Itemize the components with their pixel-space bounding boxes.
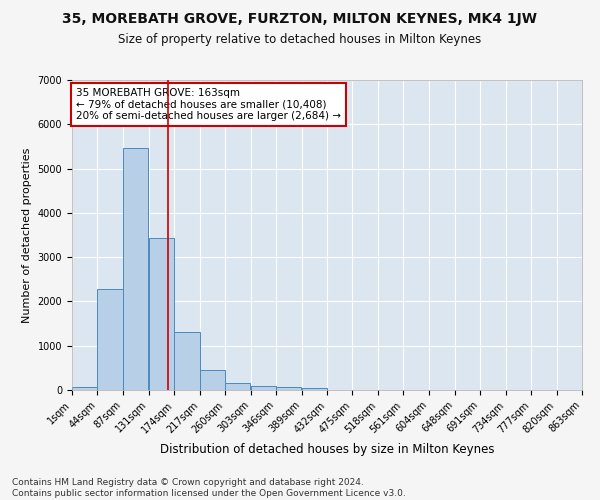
Bar [251,386,276,390]
Text: 35, MOREBATH GROVE, FURZTON, MILTON KEYNES, MK4 1JW: 35, MOREBATH GROVE, FURZTON, MILTON KEYN… [62,12,538,26]
Bar [225,382,250,390]
Bar [276,387,301,390]
Text: Size of property relative to detached houses in Milton Keynes: Size of property relative to detached ho… [118,32,482,46]
Bar [302,388,327,390]
Bar [149,238,174,390]
Bar [72,386,97,390]
Text: Contains HM Land Registry data © Crown copyright and database right 2024.
Contai: Contains HM Land Registry data © Crown c… [12,478,406,498]
X-axis label: Distribution of detached houses by size in Milton Keynes: Distribution of detached houses by size … [160,443,494,456]
Text: 35 MOREBATH GROVE: 163sqm
← 79% of detached houses are smaller (10,408)
20% of s: 35 MOREBATH GROVE: 163sqm ← 79% of detac… [76,88,341,121]
Bar [200,370,225,390]
Bar [97,288,122,390]
Bar [175,332,200,390]
Y-axis label: Number of detached properties: Number of detached properties [22,148,32,322]
Bar [123,148,148,390]
